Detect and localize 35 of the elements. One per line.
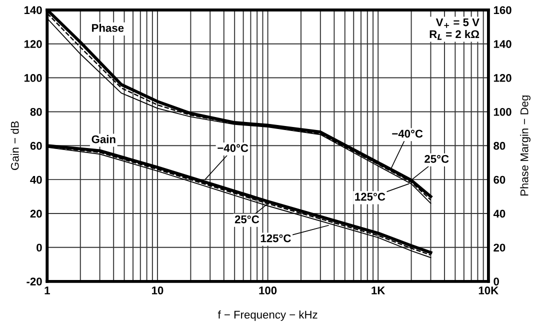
y2-tick-label: 20 bbox=[494, 244, 506, 252]
y2-axis-title: Phase Margin − Deg bbox=[520, 96, 530, 196]
x-tick-label: 1K bbox=[372, 286, 386, 294]
x-tick-label: 10K bbox=[478, 286, 498, 294]
y-tick-label: 140 bbox=[24, 6, 42, 14]
y2-tick-label: 80 bbox=[494, 142, 506, 150]
annotation: −40°C bbox=[218, 144, 248, 152]
annotation: 25°C bbox=[424, 155, 449, 163]
y-tick-label: 0 bbox=[36, 244, 42, 252]
text: V$_{+}$ = 5 V R$_{L}$ = 2 kΩ bbox=[430, 18, 480, 40]
y2-tick-label: 40 bbox=[493, 210, 506, 218]
x-axis-title: f − Frequency − kHz bbox=[218, 310, 318, 321]
annotation: Gain bbox=[92, 135, 116, 144]
y-tick-label: 80 bbox=[30, 108, 42, 116]
x-tick-label: 1 bbox=[44, 286, 50, 294]
y-tick-label: 40 bbox=[30, 176, 42, 184]
y-tick-label: 100 bbox=[24, 74, 42, 82]
y2-tick-label: 0 bbox=[494, 278, 499, 286]
y2-tick-label: 100 bbox=[494, 108, 512, 116]
x-tick-label: 100 bbox=[259, 286, 277, 294]
y-tick-label: 120 bbox=[24, 40, 42, 48]
annotation: 25°C bbox=[234, 215, 260, 224]
y2-tick-label: 60 bbox=[494, 176, 506, 184]
annotation: 125°C bbox=[260, 234, 291, 242]
y2-tick-label: 120 bbox=[494, 74, 512, 82]
y-tick-label: 20 bbox=[30, 210, 42, 218]
y2-tick-label: 160 bbox=[494, 6, 512, 14]
y-axis-title: Gain − dB bbox=[10, 121, 19, 170]
x-tick-label: 10 bbox=[152, 286, 164, 294]
y-tick-label: -20 bbox=[26, 278, 42, 286]
annotation: Phase bbox=[92, 24, 124, 32]
annotation: −40°C bbox=[392, 130, 423, 138]
y-tick-label: 60 bbox=[30, 142, 42, 150]
annotation: 125°C bbox=[355, 192, 386, 201]
y2-tick-label: 140 bbox=[494, 40, 512, 48]
